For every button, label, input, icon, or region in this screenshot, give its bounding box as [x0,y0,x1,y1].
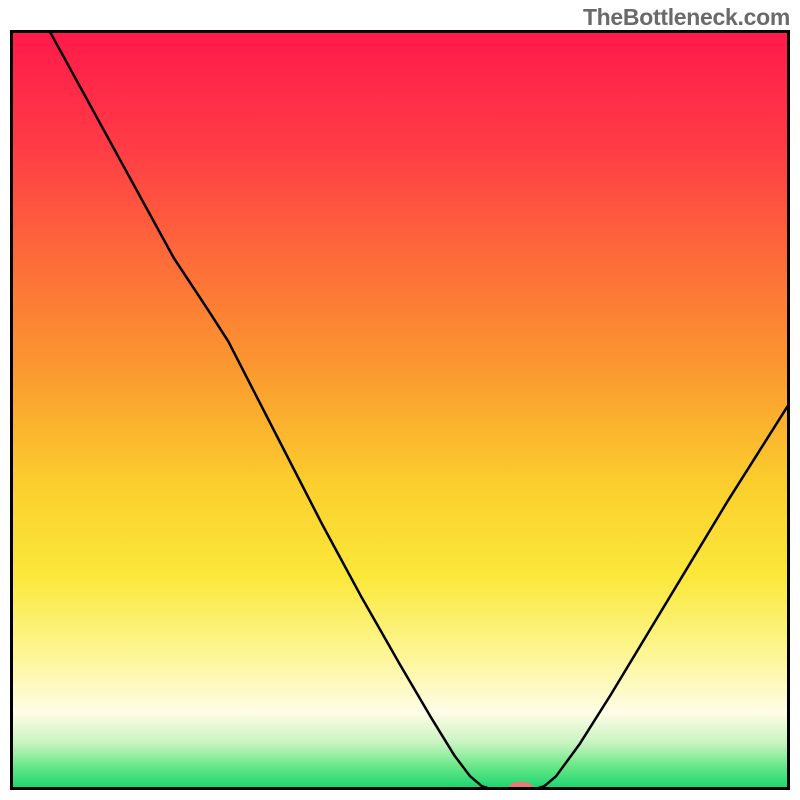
chart-container: TheBottleneck.com [0,0,800,800]
plot-area [10,30,790,790]
chart-svg [10,30,790,790]
gradient-background [12,32,789,789]
watermark-text: TheBottleneck.com [583,4,790,31]
